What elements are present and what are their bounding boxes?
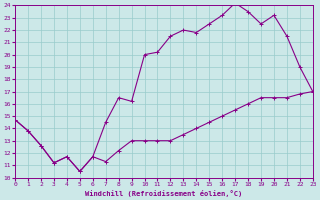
X-axis label: Windchill (Refroidissement éolien,°C): Windchill (Refroidissement éolien,°C) xyxy=(85,190,243,197)
